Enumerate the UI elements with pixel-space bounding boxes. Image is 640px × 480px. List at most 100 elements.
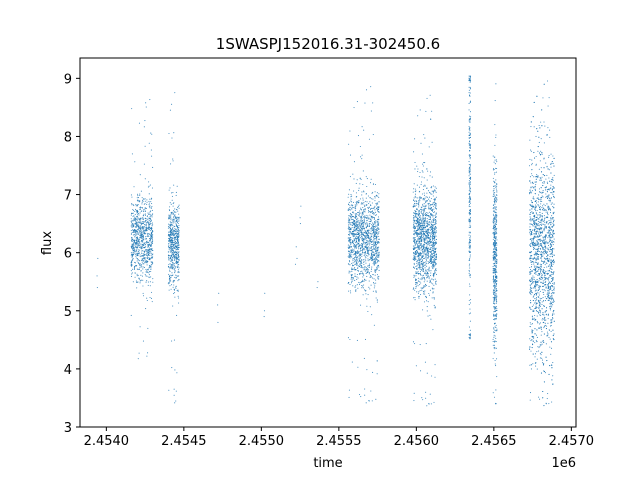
data-point	[429, 279, 431, 281]
data-point	[373, 239, 375, 241]
data-point	[469, 88, 472, 90]
data-point	[359, 215, 361, 217]
data-point	[422, 205, 424, 207]
data-point	[149, 241, 151, 243]
data-point	[147, 251, 149, 253]
data-point	[422, 230, 424, 232]
data-point	[349, 229, 351, 231]
data-point	[349, 257, 351, 259]
data-point	[139, 243, 141, 245]
data-point	[130, 214, 132, 216]
data-point	[413, 228, 416, 230]
data-point	[367, 237, 369, 239]
data-point	[365, 262, 367, 264]
data-point	[138, 240, 140, 242]
data-point	[415, 273, 417, 275]
data-point	[169, 242, 171, 244]
data-point	[149, 184, 151, 186]
data-point	[495, 286, 497, 288]
data-point	[142, 250, 144, 252]
data-point	[366, 269, 368, 271]
data-point	[427, 223, 429, 226]
data-point	[141, 266, 143, 268]
data-point	[144, 217, 146, 219]
data-point	[469, 186, 471, 188]
data-point	[363, 220, 365, 222]
data-point	[414, 243, 416, 245]
data-point	[424, 263, 426, 265]
data-point	[134, 249, 136, 251]
data-point	[435, 203, 437, 205]
data-point	[370, 205, 372, 207]
data-point	[423, 221, 425, 223]
data-point	[175, 259, 177, 261]
data-point	[176, 256, 178, 258]
data-point	[363, 278, 366, 280]
data-point	[174, 243, 176, 245]
data-point	[422, 261, 424, 263]
data-point	[361, 212, 363, 214]
data-point	[352, 236, 354, 238]
data-point	[170, 192, 173, 194]
data-point	[468, 77, 470, 79]
data-point	[420, 181, 423, 183]
data-point	[418, 223, 420, 225]
data-point	[431, 253, 434, 255]
data-point	[429, 191, 431, 194]
data-point	[363, 255, 365, 257]
data-point	[145, 224, 147, 227]
data-point	[140, 237, 142, 239]
data-point	[434, 278, 436, 280]
data-point	[173, 233, 175, 235]
data-point	[351, 277, 353, 279]
data-point	[496, 263, 498, 265]
data-point	[493, 187, 495, 190]
data-point	[171, 238, 173, 240]
data-point	[141, 255, 143, 257]
data-point	[493, 287, 495, 289]
data-point	[371, 202, 373, 204]
data-point	[139, 237, 141, 239]
data-point	[361, 253, 363, 255]
data-point	[352, 262, 354, 264]
data-point	[352, 240, 354, 243]
data-point	[468, 128, 470, 130]
data-point	[494, 185, 496, 187]
data-point	[134, 229, 136, 231]
data-point	[148, 276, 150, 278]
data-point	[377, 223, 379, 225]
data-point	[177, 230, 179, 232]
data-point	[137, 233, 139, 235]
data-point	[434, 189, 436, 191]
data-point	[142, 247, 144, 249]
data-point	[412, 245, 414, 247]
data-point	[431, 110, 433, 112]
data-point	[496, 252, 498, 254]
data-point	[142, 240, 144, 242]
data-point	[434, 237, 436, 239]
data-point	[133, 218, 135, 220]
data-point	[351, 274, 353, 276]
data-point	[367, 207, 369, 209]
data-point	[171, 219, 173, 221]
data-point	[172, 226, 174, 228]
data-point	[412, 287, 415, 289]
data-point	[175, 267, 177, 269]
data-point	[145, 218, 147, 220]
data-point	[435, 196, 437, 198]
data-point	[361, 270, 363, 272]
data-point	[426, 372, 428, 374]
data-point	[366, 236, 368, 238]
data-point	[365, 214, 367, 216]
data-point	[417, 225, 419, 227]
data-point	[169, 270, 171, 272]
data-point	[130, 261, 132, 263]
data-point	[413, 266, 415, 269]
data-point	[358, 200, 360, 202]
data-point	[150, 264, 152, 266]
data-point	[495, 217, 498, 219]
data-point	[140, 236, 142, 238]
data-point	[131, 260, 133, 262]
data-point	[151, 249, 153, 252]
data-point	[495, 236, 497, 238]
